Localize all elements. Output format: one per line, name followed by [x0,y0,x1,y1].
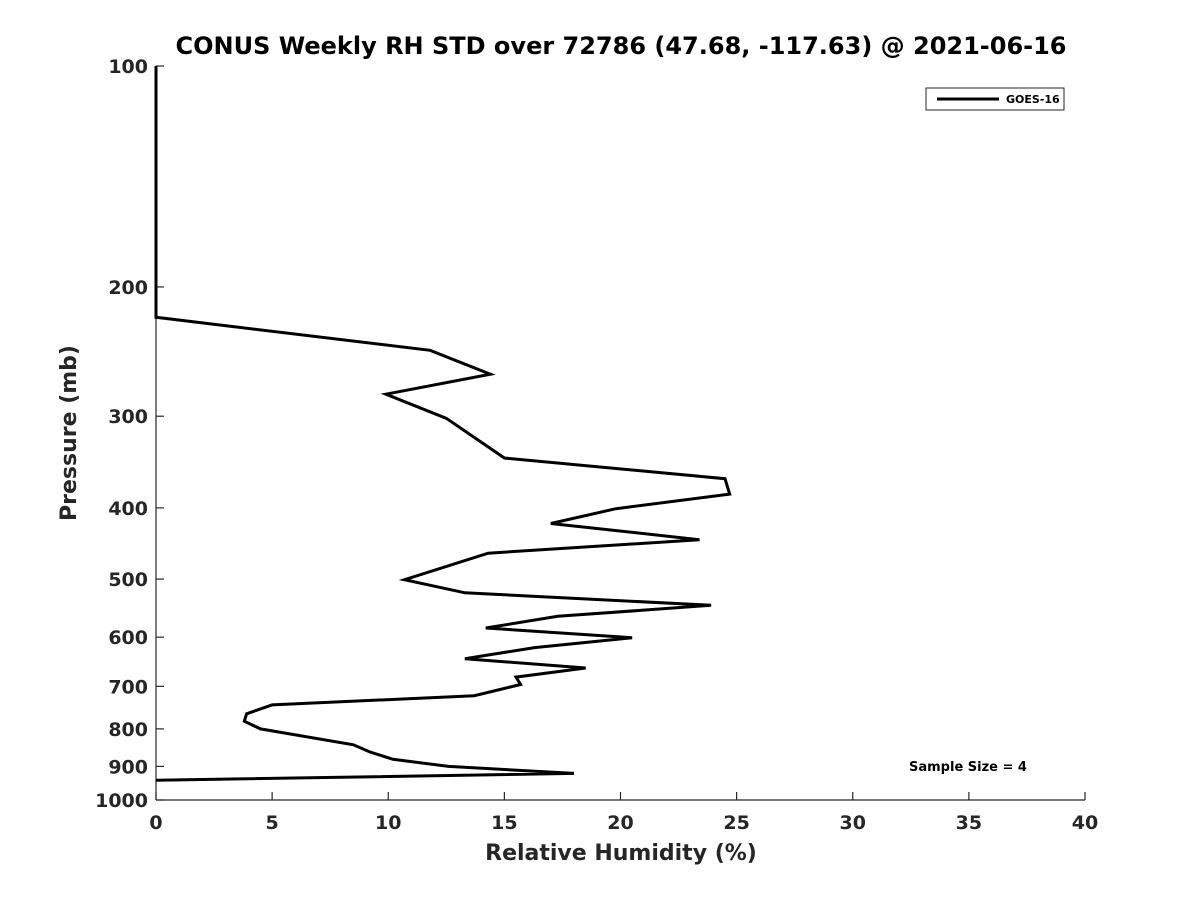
data-point [631,636,634,639]
x-tick-label: 35 [956,812,982,834]
data-point [463,657,466,660]
x-tick-label: 30 [840,812,866,834]
data-point [155,194,158,197]
data-point [447,765,450,768]
data-point [584,667,587,670]
data-point [573,772,576,775]
x-tick-label: 15 [491,812,517,834]
legend-label: GOES-16 [1006,93,1060,106]
x-axis-label: Relative Humidity (%) [485,841,757,866]
data-point [614,507,617,510]
series-line-goes-16 [154,66,732,782]
data-point [155,65,158,68]
data-point [710,604,713,607]
y-tick-label: 700 [108,676,148,698]
data-point [724,477,727,480]
data-point [473,694,476,697]
data-point [519,683,522,686]
y-tick-label: 1000 [95,790,148,812]
y-tick-label: 900 [108,756,148,778]
data-point [463,591,466,594]
x-tick-label: 5 [266,812,279,834]
data-point [728,493,731,496]
y-tick-label: 300 [108,406,148,428]
data-point [259,727,262,730]
y-tick-label: 600 [108,627,148,649]
data-point [489,373,492,376]
data-point [549,522,552,525]
chart-title: CONUS Weekly RH STD over 72786 (47.68, -… [175,32,1066,60]
x-tick-label: 0 [149,812,162,834]
data-point [429,349,432,352]
plot-area [156,66,1085,800]
y-tick-label: 100 [108,56,148,78]
x-axis-ticks: 0 5 10 15 20 25 30 35 40 [149,792,1098,834]
series-layer [154,65,732,782]
data-point [352,743,355,746]
data-point [556,615,559,618]
sample-size-annotation: Sample Size = 4 [909,760,1027,775]
x-tick-label: 25 [723,812,749,834]
x-tick-label: 10 [375,812,401,834]
x-tick-label: 40 [1072,812,1098,834]
x-tick-label: 20 [607,812,633,834]
y-tick-label: 500 [108,569,148,591]
data-point [698,538,701,541]
y-axis-ticks: 100 200 300 400 500 600 700 800 900 1000 [95,56,164,812]
data-point [487,552,490,555]
y-tick-label: 800 [108,719,148,741]
data-point [445,417,448,420]
data-point [155,316,158,319]
data-point [271,703,274,706]
data-point [245,712,248,715]
y-tick-label: 400 [108,498,148,520]
data-point [533,646,536,649]
y-tick-label: 200 [108,277,148,299]
data-point [155,286,158,289]
data-point [515,676,518,679]
data-point [384,393,387,396]
data-point [484,627,487,630]
data-point [391,758,394,761]
data-point [155,779,158,782]
data-point [403,578,406,581]
legend: GOES-16 [925,87,1065,111]
data-point [503,457,506,460]
y-axis-label: Pressure (mb) [57,345,82,521]
data-point [243,720,246,723]
data-point [368,750,371,753]
